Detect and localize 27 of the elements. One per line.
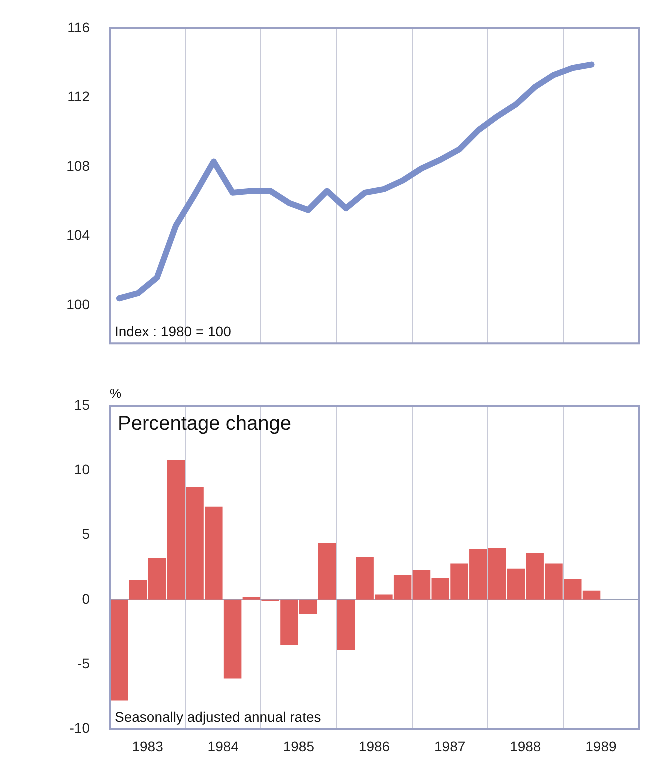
x-tick-label: 1985: [283, 738, 315, 754]
y-tick-label: 112: [68, 88, 90, 105]
y-tick-label: 10: [74, 462, 90, 478]
y-axis-title: %: [110, 386, 122, 401]
y-tick-label: 15: [74, 396, 90, 413]
x-tick-label: 1983: [132, 738, 164, 754]
x-tick-label: 1984: [208, 738, 240, 754]
y-tick-label: 5: [82, 526, 90, 542]
annotation: Index : 1980 = 100: [115, 324, 232, 340]
y-tick-label: 108: [66, 158, 90, 174]
y-tick-label: -10: [70, 720, 90, 736]
x-tick-label: 1988: [510, 738, 542, 754]
bar: [337, 600, 356, 650]
y-tick-label: 100: [66, 296, 90, 312]
chart-title: Percentage change: [118, 413, 292, 435]
bar: [242, 597, 261, 600]
x-tick-label: 1989: [586, 738, 617, 754]
bar: [224, 600, 242, 679]
bar: [318, 543, 336, 600]
y-tick-label: 116: [68, 19, 90, 36]
x-tick-label: 1986: [358, 738, 390, 754]
y-tick-label: -5: [78, 655, 90, 672]
y-tick-label: 104: [66, 227, 90, 244]
y-tick-label: 0: [82, 590, 90, 607]
x-tick-label: 1987: [434, 738, 466, 754]
annotation: Seasonally adjusted annual rates: [115, 709, 322, 726]
bar: [110, 600, 128, 701]
